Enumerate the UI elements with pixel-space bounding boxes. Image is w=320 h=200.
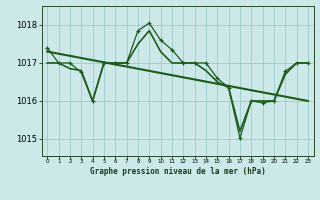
X-axis label: Graphe pression niveau de la mer (hPa): Graphe pression niveau de la mer (hPa) [90, 167, 266, 176]
